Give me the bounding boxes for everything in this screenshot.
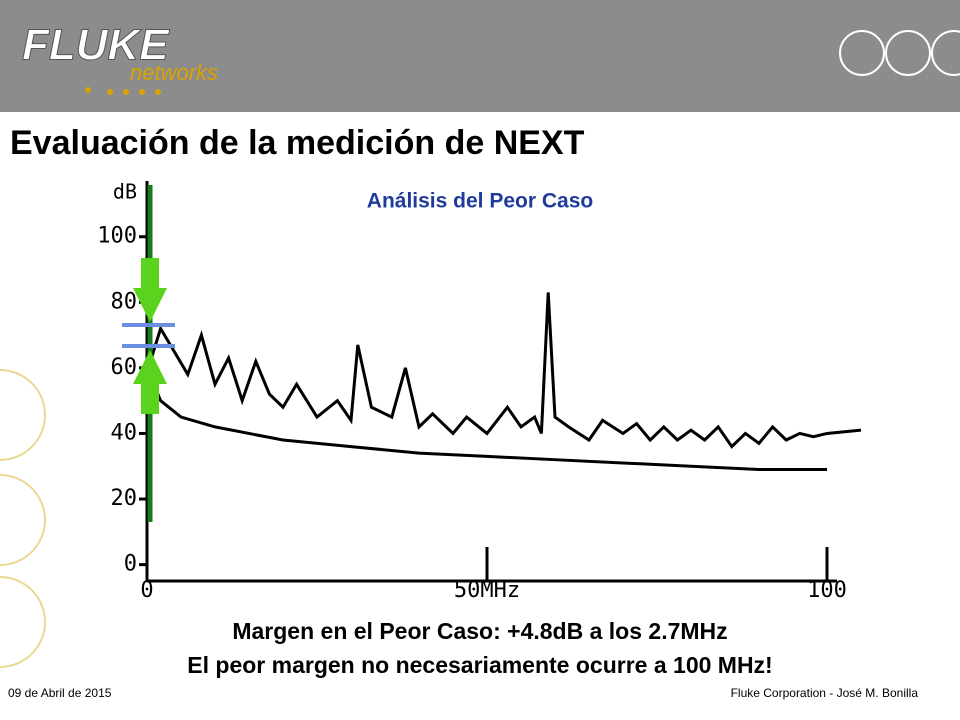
data-line <box>148 373 827 472</box>
arrow-up <box>133 350 167 414</box>
y-tick-label: 20 <box>111 486 138 511</box>
slide-title: Evaluación de la medición de NEXT <box>10 124 585 162</box>
header-circles <box>839 30 960 76</box>
footer-left: 09 de Abril de 2015 <box>8 686 112 700</box>
logo-sub: networks <box>130 60 218 85</box>
chart-title: Análisis del Peor Caso <box>367 190 593 213</box>
x-tick-label: 100 <box>807 578 847 603</box>
footer-right: Fluke Corporation - José M. Bonilla <box>731 686 919 700</box>
y-tick-label: 40 <box>111 420 138 445</box>
plot: dB 0 20 40 60 80 100 0 50MHz 100 <box>97 180 862 603</box>
x-tick-label: 0 <box>140 578 153 603</box>
y-tick-label: 100 <box>97 224 137 249</box>
y-axis-label: dB <box>113 180 137 204</box>
y-tick-label: 80 <box>111 289 138 314</box>
arrow-down <box>133 258 167 322</box>
data-line <box>148 292 862 449</box>
side-circles <box>0 369 46 668</box>
note: El peor margen no necesariamente ocurre … <box>187 652 772 678</box>
y-tick-label: 0 <box>124 552 137 577</box>
note: Margen en el Peor Caso: +4.8dB a los 2.7… <box>232 618 727 644</box>
logo-dots <box>85 87 161 95</box>
x-tick-label: 50MHz <box>454 578 520 603</box>
logo: FLUKE <box>22 21 170 70</box>
y-tick-label: 60 <box>111 355 138 380</box>
